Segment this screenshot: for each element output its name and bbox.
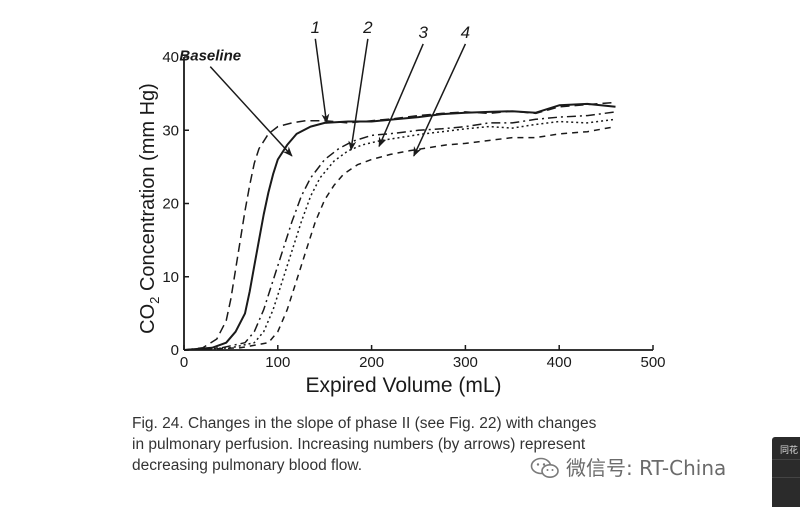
wechat-watermark: 微信号: RT-China <box>530 452 726 481</box>
watermark-text: 微信号: RT-China <box>566 456 727 480</box>
series-line-2 <box>183 111 616 351</box>
caption-line-3: decreasing pulmonary blood flow. <box>132 457 363 474</box>
annotation-label-1: 1 <box>311 18 320 37</box>
annotation-arrow-3 <box>378 43 424 148</box>
caption-line-1: Fig. 24. Changes in the slope of phase I… <box>132 415 597 432</box>
annotation-label-4: 4 <box>461 23 470 42</box>
annotation-label-2: 2 <box>362 18 373 37</box>
x-tick-label: 500 <box>640 354 665 371</box>
y-axis-label: CO2 Concentration (mm Hg) <box>137 83 162 334</box>
annotation-arrow-2 <box>348 38 369 152</box>
x-tick-label: 400 <box>547 354 572 371</box>
x-tick-label: 200 <box>359 354 384 371</box>
figure-caption: Fig. 24. Changes in the slope of phase I… <box>132 413 692 476</box>
y-tick-label: 40 <box>162 49 179 66</box>
x-tick-label: 0 <box>180 354 188 371</box>
series-line-3 <box>183 118 616 351</box>
caption-line-2: in pulmonary perfusion. Increasing numbe… <box>132 436 586 453</box>
y-tick-label: 30 <box>162 122 179 139</box>
x-tick-label: 300 <box>453 354 478 371</box>
series-line-4 <box>183 125 616 351</box>
y-tick-label: 20 <box>162 196 179 213</box>
side-widget-text: 同花 <box>780 446 799 456</box>
series-line-baseline <box>183 101 616 351</box>
chart: 0 100 200 300 400 500 0 10 20 30 40 Expired Volume … <box>137 18 666 397</box>
series-line-1 <box>183 102 616 351</box>
annotation-label-baseline: Baseline <box>179 48 241 65</box>
annotation-label-3: 3 <box>418 23 428 42</box>
annotation-arrow-4 <box>413 43 467 157</box>
annotation-arrow-1 <box>314 38 330 124</box>
side-widget[interactable]: 同花 <box>772 437 800 507</box>
y-tick-label: 10 <box>162 269 179 286</box>
x-axis-label: Expired Volume (mL) <box>305 374 501 397</box>
x-tick-label: 100 <box>265 354 290 371</box>
wechat-icon <box>530 457 559 478</box>
annotation-arrow-baseline <box>209 66 293 157</box>
y-tick-label: 0 <box>171 342 179 359</box>
